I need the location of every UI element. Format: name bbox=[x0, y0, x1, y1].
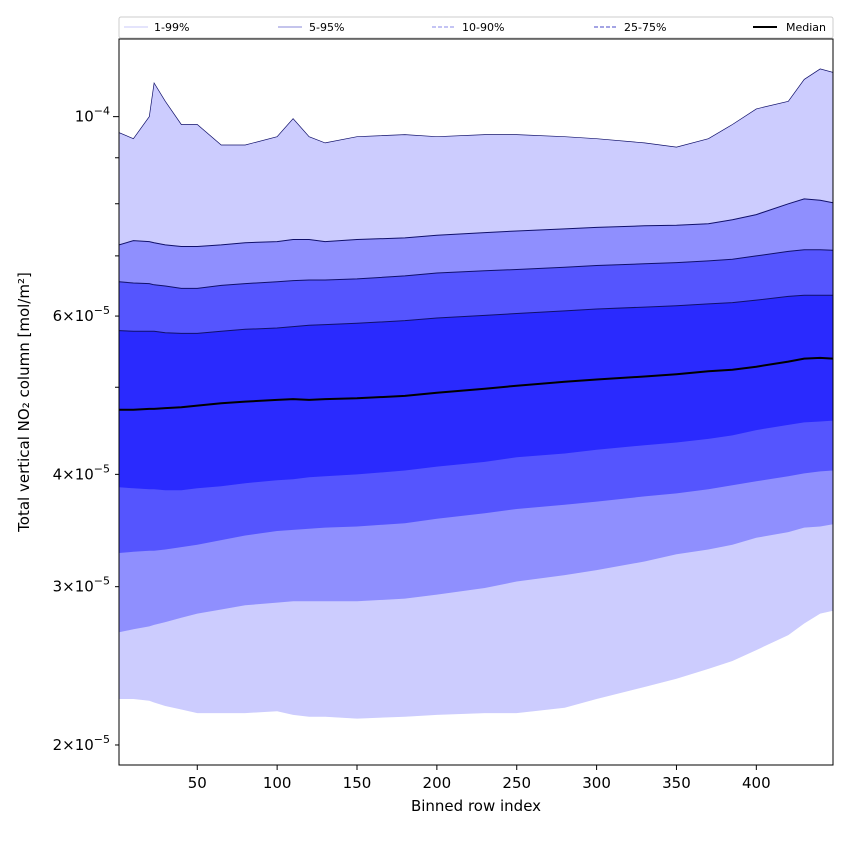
x-tick-label: 50 bbox=[188, 774, 207, 792]
band-edge-25-75 bbox=[119, 294, 833, 334]
y-tick-base: 10 bbox=[75, 108, 94, 126]
y-tick-mantissa: 6 bbox=[53, 307, 63, 325]
legend-label: 10-90% bbox=[462, 21, 504, 34]
y-tick-exponent: −5 bbox=[94, 733, 110, 746]
legend-frame bbox=[118, 16, 834, 39]
y-tick-times: × bbox=[62, 465, 75, 483]
y-tick-base: 10 bbox=[75, 578, 94, 596]
band-edge-5-95 bbox=[119, 198, 833, 247]
median-line bbox=[119, 356, 833, 411]
y-axis-title: Total vertical NO₂ column [mol/m²] bbox=[15, 272, 33, 533]
x-tick-label: 300 bbox=[582, 774, 611, 792]
y-tick-base: 10 bbox=[75, 465, 94, 483]
x-tick-label: 200 bbox=[423, 774, 452, 792]
y-tick-label: 6×10−5 bbox=[53, 304, 110, 325]
y-tick-times: × bbox=[62, 578, 75, 596]
legend-label: Median bbox=[786, 21, 826, 34]
plot-frame bbox=[118, 38, 834, 766]
band-25-75 bbox=[119, 295, 833, 491]
bands-group bbox=[119, 68, 833, 719]
y-tick-exponent: −5 bbox=[94, 462, 110, 475]
x-tick-label: 350 bbox=[662, 774, 691, 792]
y-tick-times: × bbox=[62, 307, 75, 325]
y-tick-mantissa: 2 bbox=[53, 736, 63, 754]
band-edge-10-90 bbox=[119, 249, 833, 289]
x-tick-label: 400 bbox=[742, 774, 771, 792]
y-tick-exponent: −5 bbox=[94, 304, 110, 317]
y-tick-exponent: −5 bbox=[94, 575, 110, 588]
y-tick-label: 3×10−5 bbox=[53, 575, 110, 596]
y-tick-mantissa: 4 bbox=[53, 465, 63, 483]
legend-label: 25-75% bbox=[624, 21, 666, 34]
y-tick-times: × bbox=[62, 736, 75, 754]
median-group bbox=[119, 356, 833, 411]
legend-label: 1-99% bbox=[154, 21, 189, 34]
y-tick-exponent: −4 bbox=[94, 105, 110, 118]
x-tick-label: 150 bbox=[343, 774, 372, 792]
y-tick-label: 10−4 bbox=[75, 105, 110, 126]
y-tick-label: 2×10−5 bbox=[53, 733, 110, 754]
legend: 1-99% 5-95% 10-90% 25-75% Median bbox=[118, 16, 834, 39]
x-tick-label: 100 bbox=[263, 774, 292, 792]
y-axis: 10−42×10−53×10−54×10−56×10−5 bbox=[53, 105, 119, 754]
legend-label: 5-95% bbox=[309, 21, 344, 34]
y-tick-label: 4×10−5 bbox=[53, 462, 110, 483]
y-tick-mantissa: 3 bbox=[53, 578, 63, 596]
y-tick-base: 10 bbox=[75, 307, 94, 325]
band-edge-1-99 bbox=[119, 68, 833, 148]
x-tick-label: 250 bbox=[502, 774, 531, 792]
x-axis-title: Binned row index bbox=[411, 797, 541, 815]
x-axis: 50 100 150 200 250 300 350 400 bbox=[188, 765, 771, 792]
y-tick-base: 10 bbox=[75, 736, 94, 754]
